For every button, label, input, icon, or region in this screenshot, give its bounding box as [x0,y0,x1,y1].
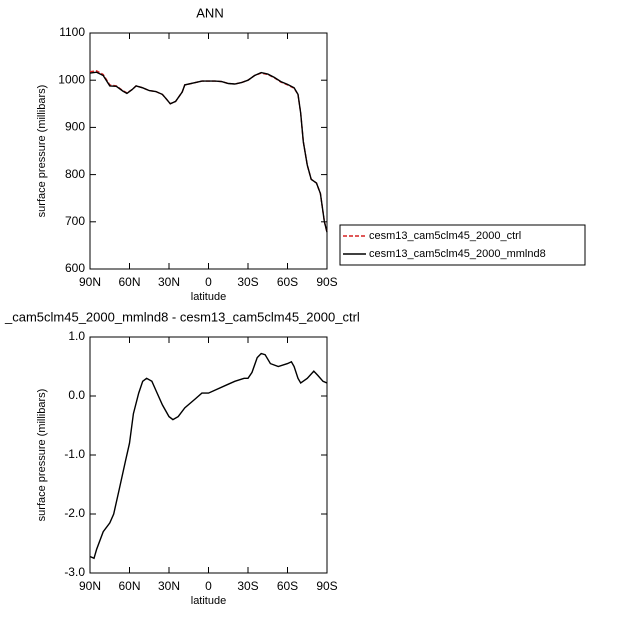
series-line [89,70,328,233]
y-tick-label: 900 [65,120,85,134]
y-tick-label: 800 [65,167,85,181]
panel: _cam5clm45_2000_mmlnd8 - cesm13_cam5clm4… [4,309,360,606]
y-tick-label: 700 [65,214,85,228]
y-tick-label: -1.0 [64,447,85,461]
x-tick-label: 0 [205,579,212,593]
x-tick-label: 30S [237,579,258,593]
y-axis-label: surface pressure (millibars) [36,85,48,218]
chart-title: ANN [196,5,223,20]
x-tick-label: 30N [158,275,180,289]
y-tick-label: 1000 [58,72,85,86]
x-tick-label: 90S [316,579,337,593]
legend-label: cesm13_cam5clm45_2000_ctrl [369,230,521,242]
x-tick-label: 90S [316,275,337,289]
legend-box [339,224,586,266]
chart-title: _cam5clm45_2000_mmlnd8 - cesm13_cam5clm4… [4,309,360,324]
y-tick-label: 1.0 [68,329,85,343]
x-axis-label: latitude [191,595,226,607]
x-tick-label: 60S [277,579,298,593]
x-tick-label: 90N [79,275,101,289]
y-tick-label: -2.0 [64,506,85,520]
y-tick-label: 1100 [59,25,85,39]
x-tick-label: 30S [237,275,258,289]
x-axis-label: latitude [191,291,226,303]
x-tick-label: 60S [277,275,298,289]
x-tick-label: 60N [118,275,140,289]
x-tick-label: 30N [158,579,180,593]
legend: cesm13_cam5clm45_2000_ctrl cesm13_cam5clm… [339,224,586,266]
x-tick-label: 60N [118,579,140,593]
y-axis-label: surface pressure (millibars) [36,389,48,522]
plot-frame [89,32,328,270]
panel: ANN 600 700 800 900 1000 1100 90N 60N 30N 0 30S 60S 9… [36,5,586,303]
plot-frame [89,336,328,574]
series-line [89,71,328,233]
legend-label: cesm13_cam5clm45_2000_mmlnd8 [369,248,546,260]
y-tick-label: 600 [65,261,85,275]
series-line [89,352,328,560]
y-tick-label: -3.0 [64,565,85,579]
x-tick-label: 90N [79,579,101,593]
x-tick-label: 0 [205,275,212,289]
y-tick-label: 0.0 [68,388,85,402]
